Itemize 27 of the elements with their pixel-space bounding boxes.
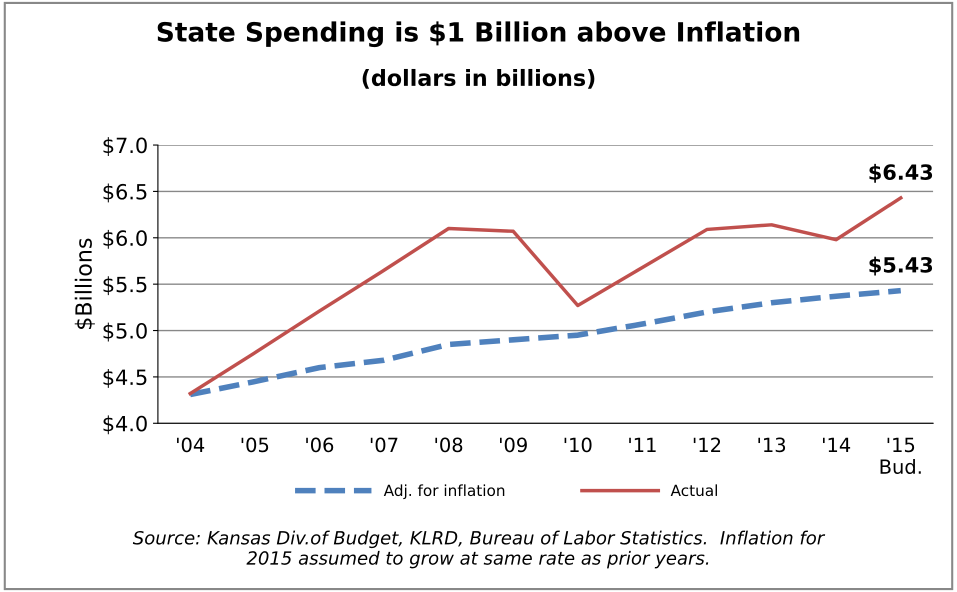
legend-label: Actual <box>670 484 717 496</box>
chart-title: State Spending is $1 Billion above Inflation <box>158 21 800 48</box>
x-tick-label: '14 <box>823 438 850 452</box>
y-tick-label: $5.5 <box>104 276 146 296</box>
y-tick-label: $7.0 <box>104 137 147 156</box>
y-tick-label: $6.5 <box>104 184 146 202</box>
y-tick-label: $4.5 <box>104 368 146 388</box>
x-tick-label: '09 <box>500 438 527 452</box>
x-tick-label: '08 <box>435 438 462 452</box>
legend-label: Adj. for inflation <box>384 484 504 500</box>
x-tick-label: '12 <box>694 438 720 452</box>
x-tick-label: '07 <box>370 438 398 452</box>
source-note: Source: Kansas Div.of Budget, KLRD, Bureau of Labor Statistics. Inflation for 2015 assumed to grow at same rate as prior years. <box>132 530 826 568</box>
x-tick-label: '05 <box>242 438 268 452</box>
x-tick-label: '06 <box>306 438 334 452</box>
chart-subtitle: (dollars in billions) <box>362 68 594 89</box>
x-tick-label: '15 Bud. <box>880 438 921 474</box>
y-tick-label: $5.0 <box>104 322 147 342</box>
annotation: $5.43 <box>869 256 932 276</box>
x-tick-label: '11 <box>629 438 656 452</box>
y-tick-label: $4.0 <box>104 415 147 434</box>
x-tick-label: '04 <box>177 438 204 452</box>
y-tick-label: $6.0 <box>104 230 147 249</box>
x-tick-label: '10 <box>564 438 592 452</box>
y-axis-title: $Billions <box>74 238 95 329</box>
x-tick-label: '13 <box>758 438 786 452</box>
annotation: $6.43 <box>869 164 932 183</box>
